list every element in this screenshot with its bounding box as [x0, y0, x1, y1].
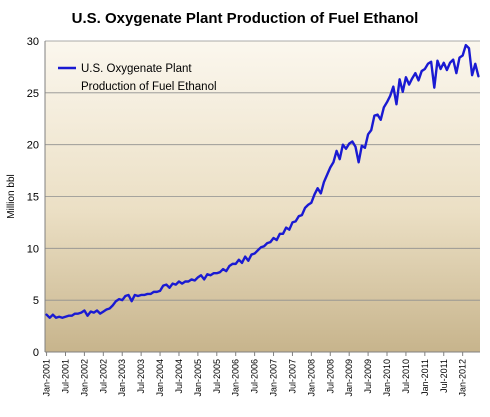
x-tick-label: Jan-2007 [269, 359, 279, 397]
legend: U.S. Oxygenate Plant Production of Fuel … [58, 63, 217, 93]
x-tick-label: Jul-2005 [212, 359, 222, 394]
x-tick-label: Jan-2004 [155, 359, 165, 397]
x-tick-label: Jul-2008 [325, 359, 335, 394]
x-tick-label: Jul-2007 [287, 359, 297, 394]
x-tick-label: Jul-2003 [136, 359, 146, 394]
x-tick-label: Jul-2001 [60, 359, 70, 394]
y-tick-label: 5 [33, 295, 39, 307]
x-tick-label: Jan-2008 [306, 359, 316, 397]
y-tick-label: 25 [27, 88, 39, 100]
x-tick-label: Jul-2010 [401, 359, 411, 394]
legend-label-line2: Production of Fuel Ethanol [81, 81, 217, 93]
x-tick-label: Jan-2011 [420, 359, 430, 396]
x-tick-label: Jul-2009 [363, 359, 373, 394]
legend-label-line1: U.S. Oxygenate Plant [81, 63, 192, 75]
chart-title: U.S. Oxygenate Plant Production of Fuel … [72, 10, 419, 27]
x-tick-label: Jan-2010 [382, 359, 392, 397]
x-tick-label: Jan-2005 [193, 359, 203, 397]
x-tick-label: Jan-2006 [231, 359, 241, 397]
x-tick-label: Jul-2002 [98, 359, 108, 394]
x-tick-label: Jan-2003 [117, 359, 127, 397]
y-tick-label: 20 [27, 140, 39, 152]
x-tick-label: Jul-2011 [439, 359, 449, 393]
x-tick-label: Jan-2002 [79, 359, 89, 397]
x-tick-label: Jan-2012 [458, 359, 468, 397]
x-tick-label: Jan-2009 [344, 359, 354, 397]
y-tick-label: 10 [27, 243, 39, 255]
y-axis-label: Million bbl [6, 174, 17, 218]
x-tick-label: Jan-2001 [42, 359, 52, 397]
y-tick-label: 0 [33, 347, 39, 359]
series-layer [45, 43, 480, 319]
x-tick-label: Jul-2006 [250, 359, 260, 394]
x-tick-label: Jul-2004 [174, 359, 184, 394]
y-tick-label: 30 [27, 36, 39, 48]
axes [44, 41, 480, 356]
series-line [45, 43, 480, 319]
y-tick-labels: 0 5 10 15 20 25 30 [27, 36, 39, 359]
x-tick-labels: Jan-2001 Jul-2001 Jan-2002 Jul-2002 Jan-2003… [42, 359, 468, 397]
y-tick-label: 15 [27, 192, 39, 204]
